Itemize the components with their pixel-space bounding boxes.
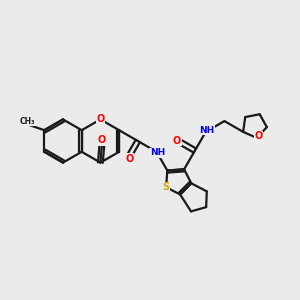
Text: O: O: [173, 136, 181, 146]
Text: O: O: [96, 114, 104, 124]
Text: O: O: [126, 154, 134, 164]
Text: S: S: [163, 182, 170, 192]
Text: O: O: [254, 131, 262, 141]
Text: O: O: [98, 135, 106, 145]
Text: NH: NH: [150, 148, 165, 157]
Text: NH: NH: [200, 126, 215, 135]
Text: CH₃: CH₃: [20, 117, 35, 126]
